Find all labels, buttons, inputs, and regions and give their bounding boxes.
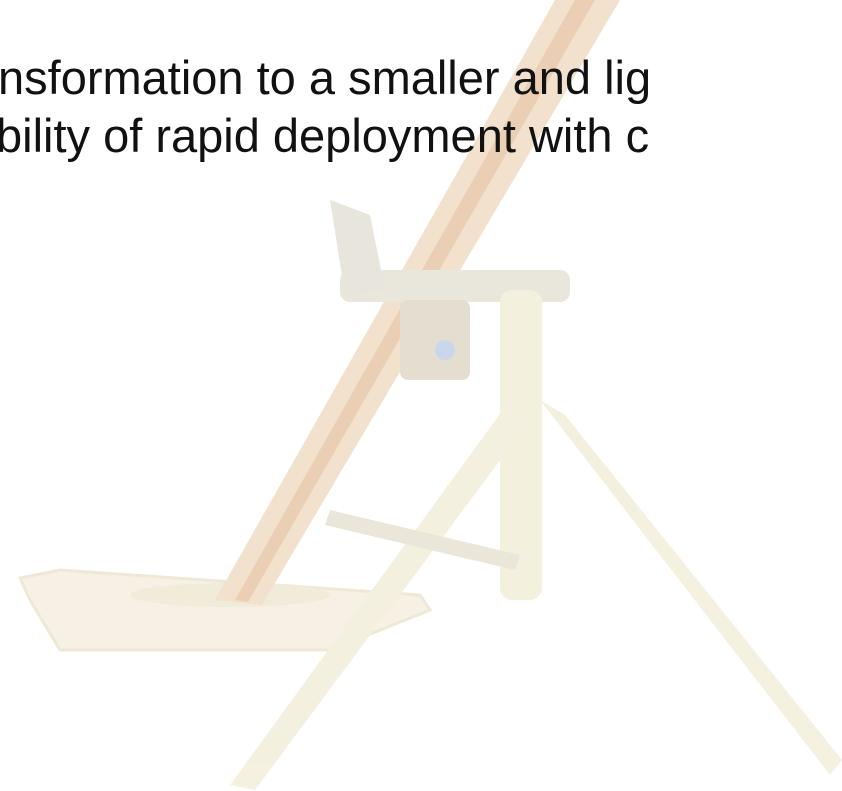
mortar-image [17,0,842,790]
slide-text-line: bility of rapid deployment with c [0,109,649,162]
slide-text-line: nsformation to a smaller and lig [0,51,651,104]
